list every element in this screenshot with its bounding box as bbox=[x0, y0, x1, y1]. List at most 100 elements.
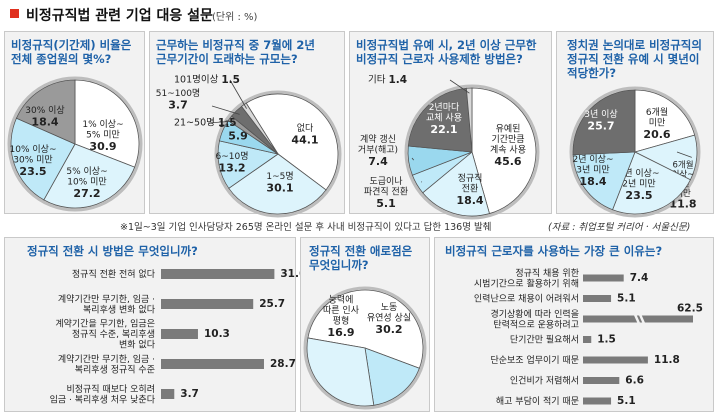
bar bbox=[583, 336, 592, 343]
slice-label: 능력에 따른 인사 평형 bbox=[323, 293, 360, 326]
bar-value: 6.6 bbox=[625, 375, 644, 387]
pie-slice bbox=[422, 151, 490, 217]
pie-slice bbox=[572, 151, 636, 211]
slice-label: 2년마다 교체 사용 bbox=[426, 101, 462, 123]
panel-pie4: 정치권 논의대로 비정규직의 정규직 전환 유예 시 몇년이 적당한가? 6개월… bbox=[556, 31, 714, 218]
slice-value: 16.9 bbox=[327, 326, 354, 339]
slice-label: 21~50명 1.5 bbox=[174, 117, 237, 129]
pie-slice bbox=[307, 289, 424, 369]
slice-value: 5.1 bbox=[376, 197, 396, 210]
slice-label: 10% 이상~ 30% 미만 bbox=[10, 143, 57, 165]
slice-label: 30% 이상 bbox=[25, 105, 64, 116]
bar-chart-1: 정규직 전환 전혀 없다 31.6 계약기간만 무기한, 임금 · 복리후생 변화 없… bbox=[50, 268, 307, 405]
chart-title: 비정규직법 유예 시, 2년 이상 근무한 비정규직 근로자 사용제한 방법은? bbox=[356, 38, 537, 66]
pie-slice bbox=[465, 87, 473, 153]
bar bbox=[583, 397, 612, 405]
slice-value: 25.7 bbox=[587, 120, 614, 133]
chart-title: 정규직 전환 애로점은 무엇입니까? bbox=[309, 244, 413, 272]
panel-pie1: 비정규직(기간제) 비율은 전체 종업원의 몇%? 1% 이상~ 5% 미만 30.… bbox=[4, 31, 145, 214]
bar-chart-2: 정규직 채용 위한 시범기간으로 활용하기 위해 7.4 인력난으로 채용이 어려워서… bbox=[474, 267, 703, 407]
slice-value: 18.4 bbox=[31, 116, 58, 129]
panel-pie2: 근무하는 비정규직 중 7월에 2년 근무기간이 도래하는 규모는? 없다 44.… bbox=[149, 31, 345, 218]
slice-value: 45.6 bbox=[494, 155, 521, 168]
slice-label: 노동 유연성 상실 bbox=[367, 301, 411, 323]
panel-bar2: 비정규직 근로자를 사용하는 가장 큰 이유는? 정규직 채용 위한 시범기간으로… bbox=[434, 237, 714, 412]
pie-slice bbox=[364, 347, 420, 406]
panel-pie3: 비정규직법 유예 시, 2년 이상 근무한 비정규직 근로자 사용제한 방법은?… bbox=[349, 31, 552, 220]
slice-value: 7.4 bbox=[368, 155, 388, 168]
category-label: 인건비가 저렴해서 bbox=[510, 374, 579, 386]
slice-label: 없다 bbox=[297, 123, 314, 134]
pie-rim bbox=[569, 86, 701, 218]
leader-line bbox=[676, 151, 692, 158]
slice-label: 유예된 기간만큼 계속 사용 bbox=[490, 122, 526, 155]
slice-label: 6~10명 bbox=[216, 151, 249, 162]
slice-label: 5% 이상~ 10% 미만 bbox=[66, 165, 107, 187]
slice-value: 23.5 bbox=[19, 165, 46, 178]
leader-line bbox=[211, 105, 240, 115]
category-label: 비정규직 때보다 오히려 임금 · 복리후생 처우 낮춘다 bbox=[50, 383, 156, 405]
pie-slice bbox=[306, 337, 375, 407]
pie-slice bbox=[407, 87, 473, 153]
pie-slice bbox=[245, 93, 339, 191]
slice-label: 기타 1.4 bbox=[368, 74, 407, 86]
pie-rim bbox=[303, 286, 427, 410]
leader-line bbox=[449, 79, 470, 94]
chart-title: 비정규직(기간제) 비율은 전체 종업원의 몇%? bbox=[11, 38, 132, 66]
bar bbox=[583, 377, 620, 384]
bar-value: 5.1 bbox=[617, 293, 636, 305]
bar-value: 1.5 bbox=[597, 334, 616, 346]
slice-value: 20.6 bbox=[643, 128, 670, 141]
chart-title: 근무하는 비정규직 중 7월에 2년 근무기간이 도래하는 규모는? bbox=[156, 38, 315, 66]
bar bbox=[161, 269, 275, 279]
bar bbox=[161, 299, 254, 309]
bar-value: 3.7 bbox=[180, 388, 199, 400]
slice-value: 30.2 bbox=[375, 323, 402, 336]
pie-slice bbox=[15, 79, 76, 145]
bar-value: 62.5 bbox=[677, 303, 703, 315]
category-label: 정규직 전환 전혀 없다 bbox=[72, 268, 156, 280]
slice-value: 23.5 bbox=[625, 189, 652, 202]
slice-label: 2년 이상~ 3년 미만 bbox=[573, 153, 614, 175]
category-label: 계약기간을 무기한, 임금은 정규직 수준, 복리후생 변화 없다 bbox=[55, 317, 155, 350]
pie-slice bbox=[572, 89, 636, 156]
bar bbox=[161, 359, 264, 369]
slice-label: 1년 이상~ 2년 미만 bbox=[619, 167, 660, 189]
pie-slice bbox=[471, 87, 537, 215]
slice-label: 51~100명 bbox=[156, 88, 200, 99]
bar-value: 28.7 bbox=[270, 358, 296, 370]
slice-label: 정규직 전환 bbox=[458, 172, 483, 194]
slice-value: 18.4 bbox=[579, 175, 606, 188]
bar-value: 7.4 bbox=[630, 272, 649, 284]
slice-value: 30.1 bbox=[266, 182, 293, 195]
slice-value: 5.9 bbox=[228, 130, 248, 143]
slice-value: 3.7 bbox=[168, 99, 188, 112]
bar bbox=[583, 274, 624, 282]
bar bbox=[161, 329, 198, 339]
axis-break bbox=[633, 313, 646, 325]
source-note: (자료 : 취업포털 커리어 · 서울신문) bbox=[548, 222, 691, 233]
category-label: 인력난으로 채용이 어려워서 bbox=[474, 292, 579, 304]
panel-bar1: 정규직 전환 시 방법은 무엇입니까? 정규직 전환 전혀 없다 31.6 계약기간… bbox=[4, 237, 307, 412]
panel-pie5: 정규직 전환 애로점은 무엇입니까? 비용 증가52.9능력에따른 인사평형16… bbox=[300, 237, 430, 412]
slice-label: 1~5명 bbox=[266, 171, 293, 182]
footnote: ※1일~3일 기업 인사담당자 265명 온라인 설문 후 사내 비정규직이 있… bbox=[120, 222, 492, 233]
bar-value: 25.7 bbox=[259, 298, 285, 310]
slice-label: 도급이나 파견직 전환 bbox=[364, 175, 408, 197]
slice-label: 6개월 미만 bbox=[646, 105, 668, 128]
bar-value: 11.8 bbox=[654, 354, 680, 366]
bar bbox=[583, 356, 648, 364]
unit-label: (단위 : %) bbox=[212, 12, 258, 23]
pie-slice bbox=[634, 89, 696, 153]
category-label: 경기상황에 따라 인력을 탄력적으로 운용하려고 bbox=[490, 307, 579, 330]
category-label: 정규직 채용 위한 시범기간으로 활용하기 위해 bbox=[474, 267, 579, 289]
bar bbox=[161, 389, 175, 399]
chart-title: 비정규직 근로자를 사용하는 가장 큰 이유는? bbox=[445, 244, 663, 258]
slice-value: 22.1 bbox=[430, 123, 457, 136]
pie-slice bbox=[10, 117, 76, 201]
